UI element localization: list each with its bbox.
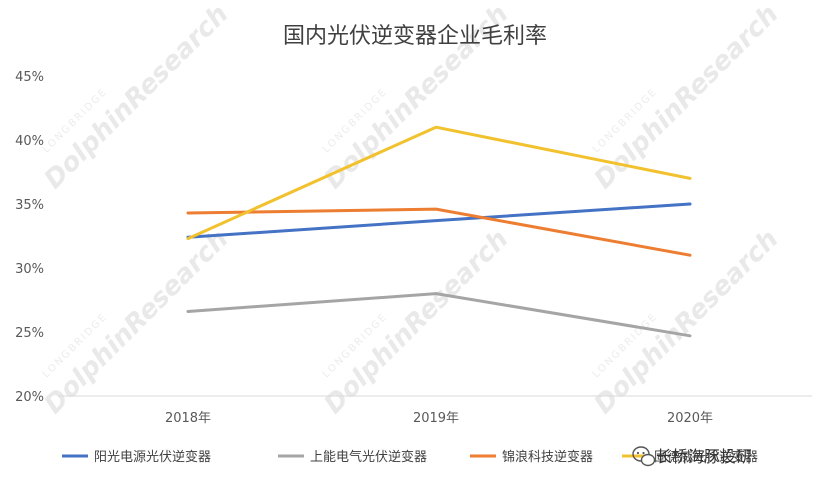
series-line-1: [186, 202, 692, 239]
watermark-large-text: DolphinResearch: [319, 224, 515, 420]
series-line-3: [186, 207, 692, 257]
series-layer: [186, 125, 692, 338]
series-line-2: [186, 292, 692, 338]
y-axis: 20% 25% 30% 35% 40% 45%: [15, 70, 44, 405]
legend-label: 上能电气光伏逆变器: [310, 449, 427, 465]
legend-label: 固德威光伏逆变器: [654, 449, 758, 465]
chart-title: 国内光伏逆变器企业毛利率: [283, 24, 547, 49]
watermark-large-text: DolphinResearch: [589, 0, 785, 195]
legend: 阳光电源光伏逆变器 上能电气光伏逆变器 锦浪科技逆变器 固德威光伏逆变器: [62, 449, 758, 465]
legend-item: 锦浪科技逆变器: [470, 449, 593, 465]
x-tick-label: 2018年: [165, 411, 211, 426]
y-tick-label: 25%: [15, 326, 44, 341]
y-tick-label: 35%: [15, 198, 44, 213]
legend-label: 锦浪科技逆变器: [502, 449, 593, 465]
watermark-large-text: DolphinResearch: [39, 0, 235, 195]
y-tick-label: 30%: [15, 262, 44, 277]
brand-badge: 长桥海豚投研: [632, 446, 752, 467]
legend-item: 阳光电源光伏逆变器: [62, 449, 211, 465]
brand-text: 长桥海豚投研: [656, 447, 752, 466]
legend-item: 上能电气光伏逆变器: [278, 449, 427, 465]
y-tick-label: 45%: [15, 70, 44, 85]
x-axis: 2018年 2019年 2020年: [165, 411, 713, 426]
x-tick-label: 2020年: [667, 411, 713, 426]
series-line-4: [186, 125, 692, 241]
legend-label: 阳光电源光伏逆变器: [94, 449, 211, 465]
x-tick-label: 2019年: [413, 411, 459, 426]
watermark-large-text: DolphinResearch: [39, 224, 235, 420]
wechat-icon: [632, 446, 656, 467]
y-tick-label: 40%: [15, 134, 44, 149]
y-tick-label: 20%: [15, 390, 44, 405]
